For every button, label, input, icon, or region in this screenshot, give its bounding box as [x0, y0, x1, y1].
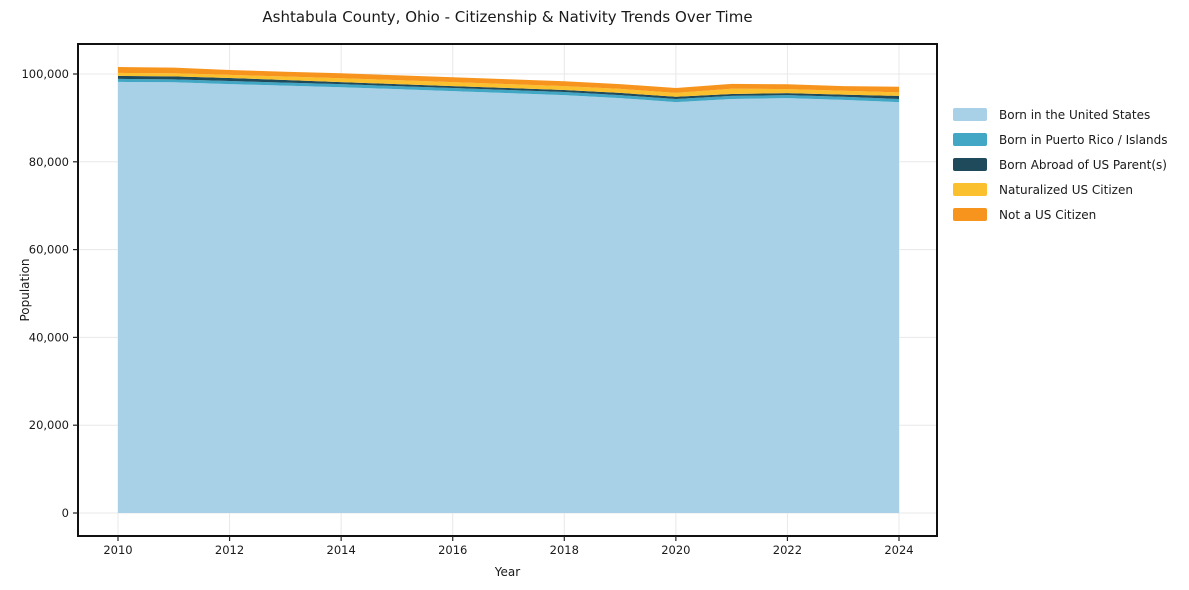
legend-swatch-icon — [953, 158, 987, 171]
y-tick-label: 60,000 — [29, 243, 69, 257]
x-tick-label: 2024 — [884, 543, 913, 557]
y-tick-label: 0 — [62, 506, 69, 520]
x-tick-label: 2014 — [327, 543, 356, 557]
legend-label: Naturalized US Citizen — [999, 182, 1133, 197]
legend-swatch-icon — [953, 183, 987, 196]
legend-label: Not a US Citizen — [999, 207, 1097, 222]
area-series-born-in-puerto-rico-islands — [118, 78, 899, 103]
area-series-naturalized-us-citizen — [118, 72, 899, 97]
legend-swatch-icon — [953, 108, 987, 121]
legend-label: Born in the United States — [999, 107, 1151, 122]
legend-item-born-in-the-united-states: Born in the United States — [953, 102, 1168, 127]
area-series-not-a-us-citizen — [118, 67, 899, 93]
y-tick-label: 40,000 — [29, 330, 69, 344]
x-tick-label: 2010 — [103, 543, 132, 557]
legend-item-born-abroad-of-us-parent-s: Born Abroad of US Parent(s) — [953, 152, 1168, 177]
legend: Born in the United States Born in Puerto … — [953, 102, 1168, 227]
y-tick-label: 20,000 — [29, 418, 69, 432]
plot-frame — [77, 43, 938, 537]
x-axis-label: Year — [494, 565, 521, 579]
y-tick-label: 100,000 — [21, 67, 69, 81]
area-series-born-in-the-united-states — [118, 81, 899, 514]
y-tick-label: 80,000 — [29, 155, 69, 169]
legend-item-naturalized-us-citizen: Naturalized US Citizen — [953, 177, 1168, 202]
x-tick-label: 2018 — [550, 543, 579, 557]
x-tick-label: 2016 — [438, 543, 467, 557]
area-series-born-abroad-of-us-parent-s — [118, 75, 899, 99]
y-axis-label: Population — [18, 258, 32, 322]
x-tick-label: 2022 — [773, 543, 802, 557]
legend-item-not-a-us-citizen: Not a US Citizen — [953, 202, 1168, 227]
legend-item-born-in-puerto-rico-islands: Born in Puerto Rico / Islands — [953, 127, 1168, 152]
legend-swatch-icon — [953, 208, 987, 221]
legend-swatch-icon — [953, 133, 987, 146]
legend-label: Born Abroad of US Parent(s) — [999, 157, 1167, 172]
chart-title: Ashtabula County, Ohio - Citizenship & N… — [262, 8, 753, 26]
x-tick-label: 2020 — [661, 543, 690, 557]
x-tick-label: 2012 — [215, 543, 244, 557]
legend-label: Born in Puerto Rico / Islands — [999, 132, 1168, 147]
